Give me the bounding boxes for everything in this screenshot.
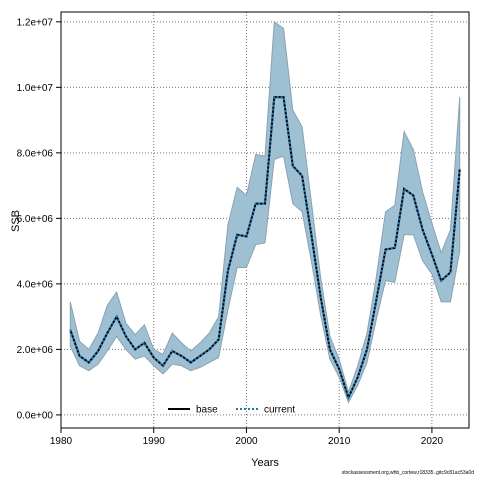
y-tick-label: 4.0e+06 (17, 279, 54, 290)
confidence-band (69, 20, 461, 404)
x-tick-label: 2010 (328, 436, 351, 447)
x-tick-label: 1990 (143, 436, 166, 447)
plot-frame (60, 11, 470, 429)
series-lines (69, 96, 461, 401)
series-line-current (69, 96, 461, 401)
y-axis: 0.0e+00 2.0e+06 4.0e+06 6.0e+06 8.0e+06 1.0e+… (17, 17, 61, 421)
y-tick-label: 6.0e+06 (17, 214, 54, 225)
legend-label-base: base (196, 405, 218, 416)
x-tick-label: 2020 (421, 436, 444, 447)
y-tick-label: 1.2e+07 (17, 17, 54, 28)
y-tick-label: 2.0e+06 (17, 345, 54, 356)
legend: base current (168, 405, 295, 416)
x-tick-label: 1980 (50, 436, 73, 447)
x-axis: 1980 1990 2000 2010 2020 (50, 428, 444, 447)
y-tick-label: 1.0e+07 (17, 83, 54, 94)
x-axis-label: Years (251, 457, 279, 469)
x-tick-label: 2000 (235, 436, 258, 447)
y-tick-label: 8.0e+06 (17, 148, 54, 159)
legend-label-current: current (264, 405, 295, 416)
y-tick-label: 0.0e+00 (17, 410, 54, 421)
y-axis-label: SSB (10, 210, 22, 232)
footer-credit: stockassessment.org,whb_cortew,r18335..g… (341, 470, 474, 476)
